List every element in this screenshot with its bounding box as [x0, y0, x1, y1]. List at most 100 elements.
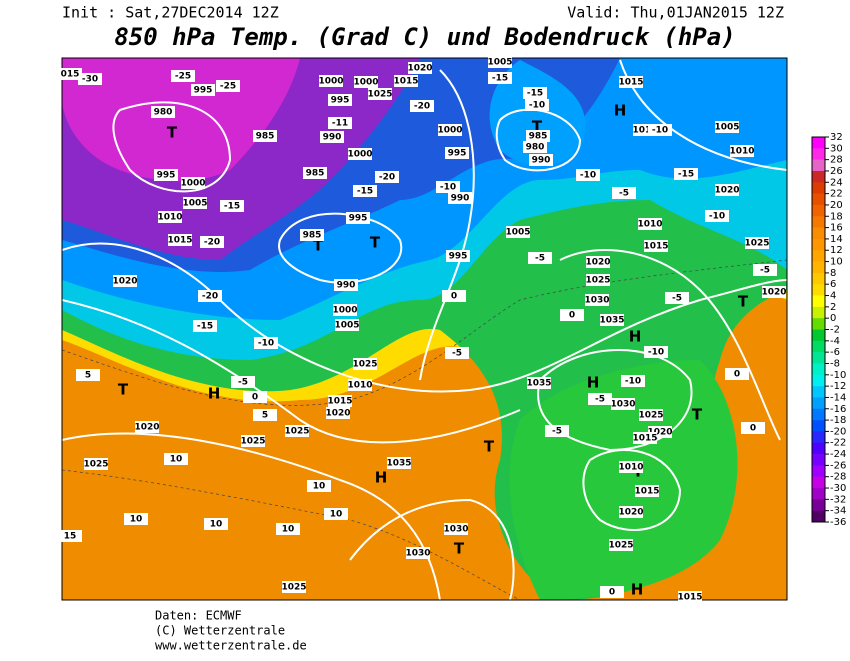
contour-label: 1005: [505, 228, 530, 238]
label-box: [135, 421, 159, 433]
contour-label: 1020: [647, 428, 672, 438]
contour-label: 1015: [167, 236, 192, 246]
contour-label: -10: [652, 126, 668, 136]
label-box: [674, 168, 698, 180]
contour-label: -5: [595, 395, 605, 405]
label-box: [181, 177, 205, 189]
colorbar-label: 6: [830, 279, 836, 290]
contour-label: 1000: [353, 78, 378, 88]
contour-label: -5: [552, 427, 562, 437]
contour-label: 1020: [761, 288, 786, 298]
label-box: [705, 210, 729, 222]
label-box: [436, 181, 460, 193]
label-box: [745, 237, 769, 249]
colorbar-swatch: [812, 363, 825, 376]
contour-label: -10: [709, 212, 725, 222]
pressure-center: H: [587, 374, 600, 392]
contour-label: -10: [648, 348, 664, 358]
colorbar-swatch: [812, 182, 825, 194]
label-box: [576, 169, 600, 181]
contour-label: 1000: [180, 179, 205, 189]
contour-label: 10: [313, 482, 326, 492]
contour-label: 1000: [318, 77, 343, 87]
contour-label: -5: [535, 254, 545, 264]
contour-label: -10: [625, 377, 641, 387]
colorbar-label: -34: [830, 506, 846, 517]
contour-label: -10: [258, 339, 274, 349]
contour-label: 1030: [610, 400, 635, 410]
pressure-center: T: [454, 540, 465, 558]
contour-label: 1000: [347, 150, 372, 160]
label-box: [303, 167, 327, 179]
contour-label: -10: [580, 171, 596, 181]
label-box: [58, 68, 82, 80]
contour-label: -15: [357, 187, 373, 197]
label-box: [164, 453, 188, 465]
label-box: [588, 393, 612, 405]
label-box: [348, 379, 372, 391]
label-box: [198, 290, 222, 302]
contour-label: 1035: [386, 459, 411, 469]
colorbar-label: 8: [830, 268, 836, 279]
contour-label: 5: [262, 411, 268, 421]
contour-label: 1015: [677, 593, 702, 603]
contour-label: 0: [750, 424, 756, 434]
footer-line: Daten: ECMWF: [155, 609, 242, 623]
pressure-center: H: [208, 385, 221, 403]
label-box: [619, 506, 643, 518]
contour-label: -20: [414, 102, 430, 112]
label-box: [387, 457, 411, 469]
label-box: [619, 461, 643, 473]
contour-label: 995: [448, 149, 467, 159]
label-box: [58, 530, 82, 542]
colorbar-label: 22: [830, 189, 843, 200]
label-box: [600, 586, 624, 598]
contour-label: 990: [451, 194, 470, 204]
contour-label: 1025: [638, 411, 663, 421]
label-box: [328, 395, 352, 407]
label-box: [408, 62, 432, 74]
label-box: [113, 275, 137, 287]
colorbar-swatch: [812, 397, 825, 410]
contour-label: 10: [282, 525, 295, 535]
label-box: [644, 240, 668, 252]
contour-label: 1010: [347, 381, 372, 391]
contour-label: 1025: [281, 583, 306, 593]
label-box: [665, 292, 689, 304]
contour-label: 1020: [325, 409, 350, 419]
label-box: [506, 226, 530, 238]
contour-label: -15: [678, 170, 694, 180]
contour-label: 1020: [112, 277, 137, 287]
colorbar-swatch: [812, 227, 825, 240]
pressure-center: T: [370, 234, 381, 252]
label-box: [394, 75, 418, 87]
label-box: [406, 547, 430, 559]
pressure-center: T: [167, 124, 178, 142]
label-box: [529, 154, 553, 166]
pressure-center: H: [631, 581, 644, 599]
colorbar-label: -28: [830, 472, 846, 483]
label-box: [253, 409, 277, 421]
label-box: [354, 76, 378, 88]
colorbar-swatch: [812, 454, 825, 466]
contour-label: 1005: [714, 123, 739, 133]
contour-label: 1030: [443, 525, 468, 535]
label-box: [445, 347, 469, 359]
contour-label: -5: [452, 349, 462, 359]
colorbar-swatch: [812, 476, 825, 489]
contour-label: 1020: [714, 186, 739, 196]
label-box: [644, 346, 668, 358]
contour-label: 1010: [637, 220, 662, 230]
contour-label: 995: [349, 214, 368, 224]
colorbar-label: 26: [830, 166, 843, 177]
label-box: [525, 99, 549, 111]
label-box: [527, 377, 551, 389]
label-box: [715, 184, 739, 196]
contour-label: -15: [224, 202, 240, 212]
contour-label: 985: [303, 231, 322, 241]
label-box: [442, 290, 466, 302]
label-box: [545, 425, 569, 437]
contour-label: 10: [210, 520, 223, 530]
contour-label: 0: [252, 393, 258, 403]
label-box: [639, 409, 663, 421]
